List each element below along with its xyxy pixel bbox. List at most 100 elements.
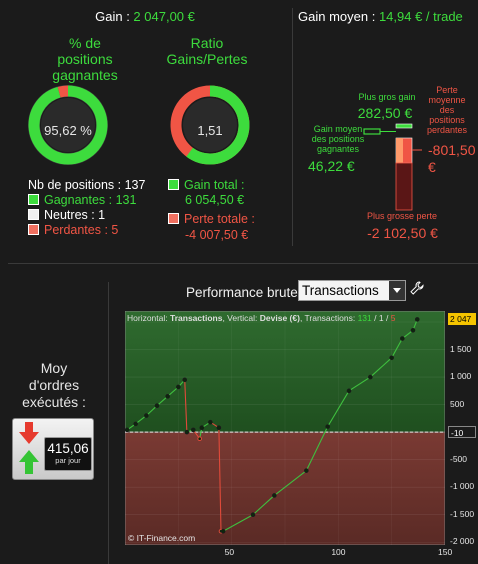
last-value-badge: 2 047 [448, 313, 476, 326]
plus-gros-gain-value: 282,50 € [357, 105, 413, 121]
orders-value-box: 415,06 par jour [44, 437, 92, 471]
data-point [125, 427, 130, 433]
data-point [144, 413, 149, 418]
perte-totale-label: Perte totale : [184, 212, 255, 226]
ratio-donut [170, 85, 250, 165]
series-segment [348, 376, 371, 392]
data-point [133, 421, 138, 427]
data-point [400, 336, 405, 341]
data-point [414, 317, 420, 322]
perte-totale-row: Perte totale : [168, 212, 255, 227]
x-tick-label: 150 [438, 547, 453, 557]
ratio-title-line2: Gains/Pertes [166, 51, 248, 67]
gain-value: 2 047,00 € [133, 9, 195, 24]
y-axis: 1 500 1 000 500 -500 -1 000 -1 500 -2 000 2 047… [447, 311, 478, 547]
data-point [272, 493, 277, 498]
series-segment [305, 426, 329, 471]
data-point [176, 384, 181, 390]
x-axis: 50 100 150 [125, 547, 465, 561]
series-segment [156, 395, 169, 407]
header-transactions-label: , Transactions: [299, 313, 358, 323]
orders-title-line1: Moy [40, 360, 68, 376]
plus-grosse-perte-value: -2 102,50 € [367, 225, 438, 241]
orders-title-line2: d'ordres [28, 377, 80, 393]
transactions-select[interactable]: Transactions [298, 280, 406, 301]
x-tick-label: 100 [331, 547, 346, 557]
data-point [368, 374, 373, 380]
data-point [154, 403, 160, 409]
performance-label: Performance brute [186, 285, 298, 300]
watermark: © IT-Finance.com [128, 533, 196, 543]
data-point [199, 425, 205, 431]
gain-total-row: Gain total : [168, 178, 244, 193]
series-segment [167, 386, 179, 397]
data-point [165, 394, 170, 399]
series-segment [222, 514, 254, 532]
header-slash-1: / [371, 313, 379, 323]
positions-perdantes: Perdantes : 5 [44, 223, 119, 237]
chevron-down-icon[interactable] [389, 281, 405, 300]
gain-moyen-label-2: des positions [311, 134, 365, 144]
ratio-title: Ratio Gains/Pertes [152, 35, 262, 67]
positions-gagnantes: Gagnantes : 131 [44, 193, 137, 207]
win-rate-title-line2: positions [57, 51, 113, 67]
positions-neutres: Neutres : 1 [44, 208, 106, 222]
y-tick-label: -2 000 [450, 536, 475, 547]
win-rate-value: 95,62 % [44, 123, 92, 138]
win-rate-title: % de positions gagnantes [20, 35, 150, 83]
x-tick-label: 50 [224, 547, 235, 557]
series-segment [252, 495, 275, 516]
header-vertical-value: Devise (€) [259, 313, 300, 323]
perte-moyenne-label: Perte moyenne des positions perdantes [422, 85, 472, 135]
header-wins: 131 [357, 313, 372, 323]
zero-value-badge: -10 [448, 426, 476, 439]
ratio-title-line1: Ratio [190, 35, 224, 51]
data-point [325, 424, 330, 429]
win-rate-donut [28, 85, 108, 165]
series-segment [184, 379, 188, 433]
series-segment [391, 338, 403, 359]
positions-total: Nb de positions : 137 [28, 178, 146, 192]
y-tick-label: -500 [450, 453, 468, 464]
data-point [250, 512, 256, 518]
y-tick-label: -1 000 [450, 481, 475, 492]
up-down-arrows-icon [19, 422, 39, 474]
perte-moyenne-label-2: moyenne [428, 95, 466, 105]
win-rate-title-line1: % de [69, 35, 101, 51]
perte-moyenne-label-4: positions [429, 115, 465, 125]
gain-loss-bar [363, 123, 422, 211]
positions-neutres-row: Neutres : 1 [28, 208, 105, 223]
white-square-icon [28, 209, 39, 220]
y-tick-label: -1 500 [450, 508, 475, 519]
gain-moyen-summary: Gain moyen : 14,94 € / trade [298, 9, 478, 24]
vertical-divider-bottom [108, 282, 109, 564]
wrench-icon[interactable] [410, 281, 424, 295]
gain-moyen-positions-value: 46,22 € [308, 158, 355, 174]
series-segment [327, 390, 350, 427]
perte-moyenne-label-3: des [439, 105, 455, 115]
data-point [184, 429, 190, 435]
plus-grosse-perte-label: Plus grosse perte [366, 211, 438, 221]
gain-moyen-label: Gain moyen : [298, 9, 379, 24]
orders-title: Moy d'ordres exécutés : [10, 360, 98, 411]
orders-unit: par jour [55, 456, 81, 465]
green-square-icon [28, 194, 39, 205]
data-point [304, 468, 309, 473]
data-point [216, 425, 222, 431]
header-vertical-label: , Vertical: [222, 313, 260, 323]
positions-gagnantes-row: Gagnantes : 131 [28, 193, 136, 208]
horizontal-divider [8, 263, 478, 264]
perte-totale-value: -4 007,50 € [185, 228, 249, 242]
gain-moyen-positions-label: Gain moyen des positions gagnantes [298, 124, 378, 154]
y-tick-label: 1 000 [450, 371, 472, 382]
y-tick-label: 500 [450, 398, 465, 409]
gain-summary: Gain : 2 047,00 € [0, 9, 290, 24]
orders-title-line3: exécutés : [22, 394, 86, 410]
vertical-divider [292, 8, 293, 246]
red-square-icon [168, 213, 179, 224]
header-losses: 5 [390, 313, 396, 323]
ratio-value: 1,51 [197, 123, 223, 138]
gain-moyen-label-3: gagnantes [316, 144, 360, 154]
perte-moyenne-value-1: -801,50 [428, 142, 476, 158]
data-point [220, 528, 226, 534]
